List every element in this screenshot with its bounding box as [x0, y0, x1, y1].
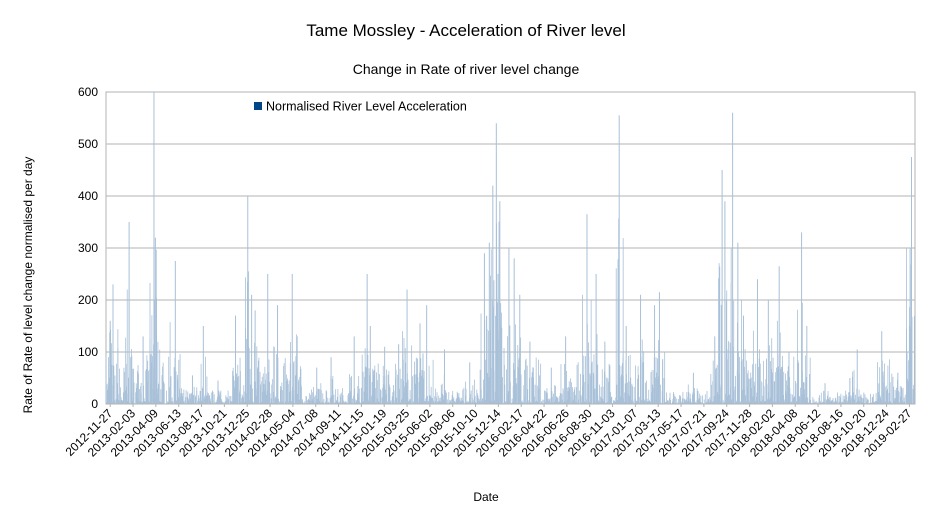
y-tick-label: 400	[78, 189, 98, 203]
y-axis-label: Rate of Rate of level change normalised …	[21, 157, 35, 414]
y-tick-labels: 0 100 200 300 400 500 600	[78, 85, 98, 411]
y-tick-label: 200	[78, 293, 98, 307]
x-tick-labels: 2012-11-272013-02-032013-04-092013-06-13…	[63, 404, 915, 460]
y-gridlines	[106, 91, 915, 353]
chart-subtitle: Change in Rate of river level change	[353, 61, 580, 77]
legend-label: Normalised River Level Acceleration	[266, 100, 467, 114]
legend: Normalised River Level Acceleration	[254, 100, 467, 114]
legend-swatch	[254, 102, 262, 110]
y-tick-label: 100	[78, 345, 98, 359]
y-tick-label: 500	[78, 137, 98, 151]
data-bars	[105, 92, 916, 404]
y-tick-label: 300	[78, 241, 98, 255]
chart-title: Tame Mossley - Acceleration of River lev…	[306, 21, 625, 40]
x-axis-label: Date	[473, 490, 499, 504]
y-tick-label: 0	[91, 397, 98, 411]
y-tick-label: 600	[78, 85, 98, 99]
